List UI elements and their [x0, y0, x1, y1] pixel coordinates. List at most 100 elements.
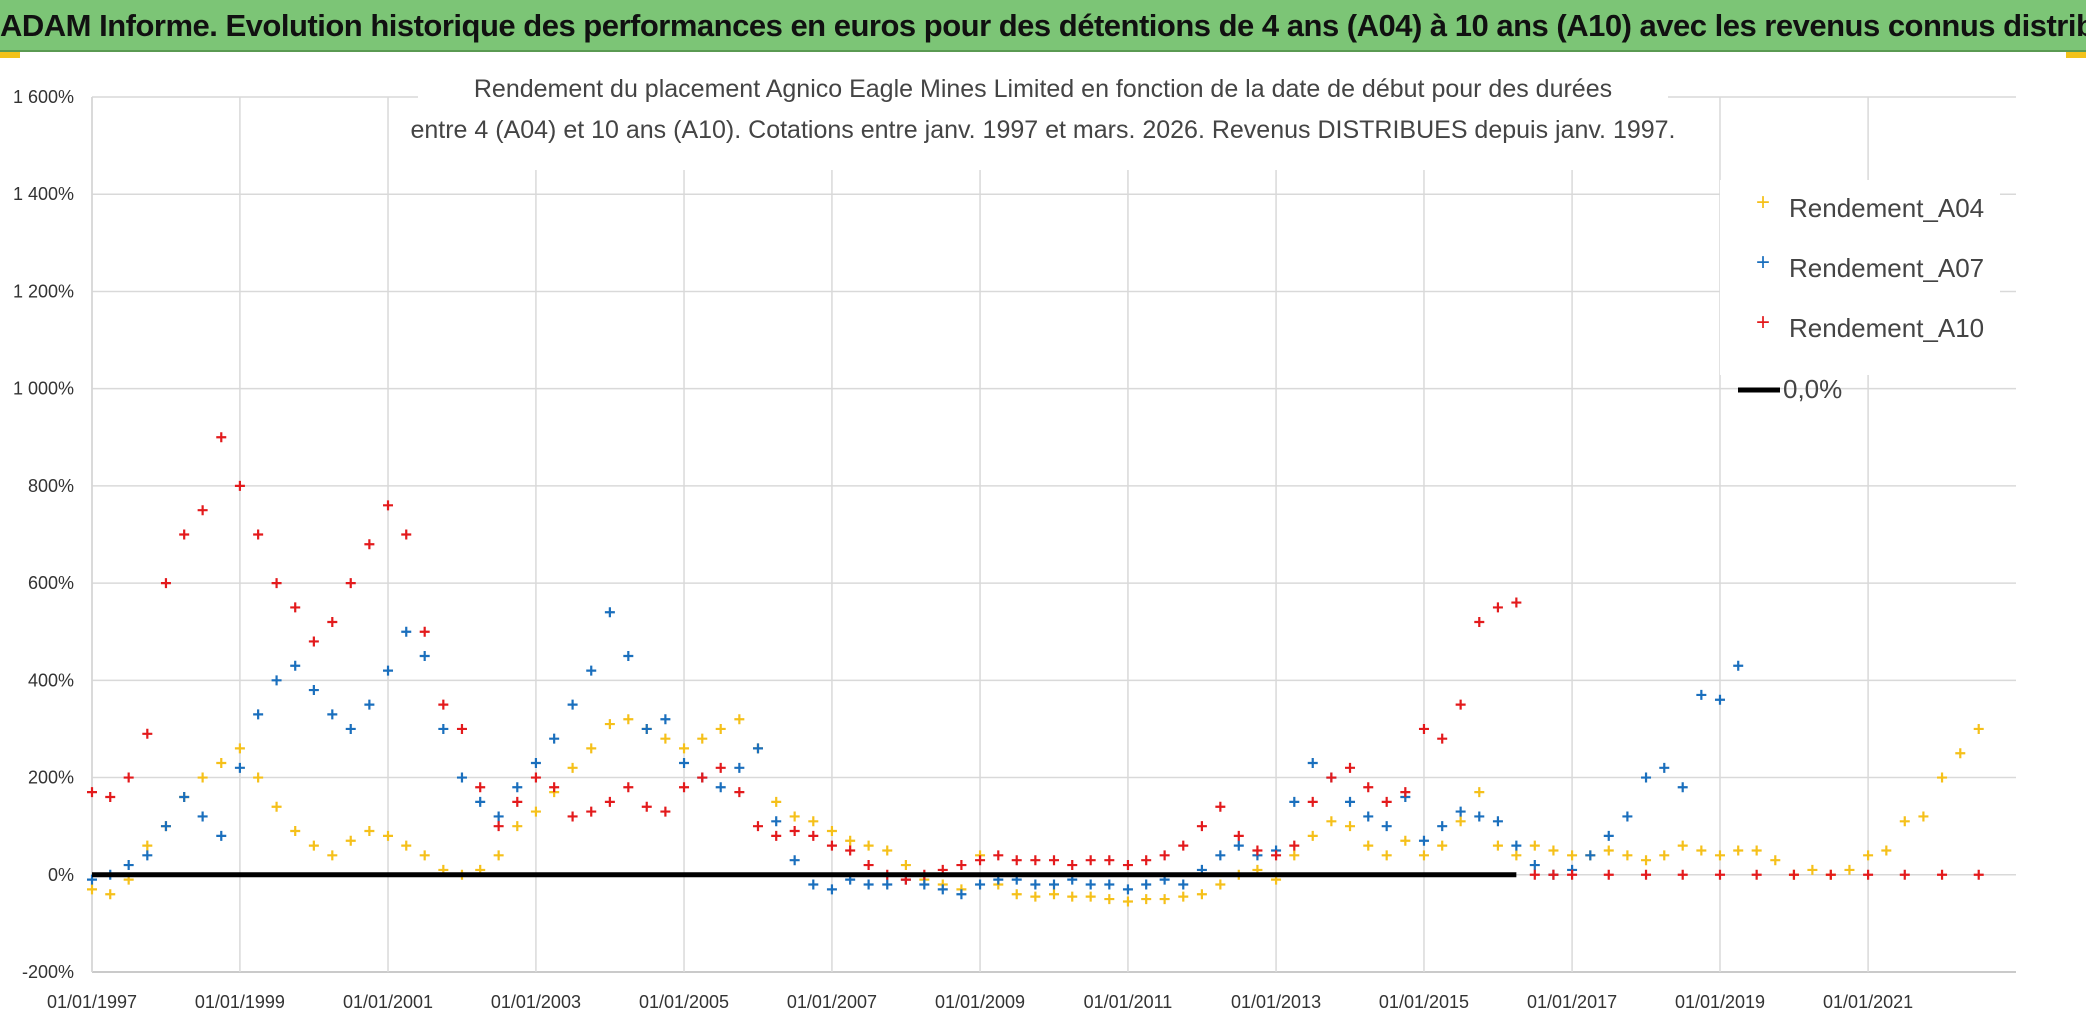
data-point — [1141, 879, 1152, 890]
data-point — [253, 709, 264, 720]
data-point — [808, 879, 819, 890]
y-tick-label: 1 400% — [13, 184, 74, 204]
data-point — [1363, 811, 1374, 822]
data-point — [1178, 879, 1189, 890]
data-point — [1326, 772, 1337, 783]
data-point — [1345, 821, 1356, 832]
x-tick-label: 01/01/2015 — [1379, 992, 1469, 1012]
data-point — [1492, 840, 1503, 851]
data-point — [1567, 869, 1578, 880]
x-tick-label: 01/01/2017 — [1527, 992, 1617, 1012]
y-axis-ticks: -200% 0% 200% 400% 600% 800% 1 000% 1 200% 1 400… — [13, 87, 74, 982]
data-point — [1918, 811, 1929, 822]
data-point — [142, 840, 153, 851]
data-point — [1511, 597, 1522, 608]
data-point — [271, 801, 282, 812]
data-point — [697, 733, 708, 744]
x-axis-ticks: 01/01/1997 01/01/1999 01/01/2001 01/01/2003… — [47, 992, 1913, 1012]
data-point — [1159, 894, 1170, 905]
data-point — [179, 792, 190, 802]
data-point — [660, 714, 671, 725]
data-point — [1381, 821, 1392, 832]
data-point — [290, 660, 301, 671]
data-point — [216, 830, 227, 841]
data-point — [1788, 869, 1799, 880]
data-point — [123, 860, 134, 871]
data-point — [1418, 850, 1429, 861]
x-tick-label: 01/01/2019 — [1675, 992, 1765, 1012]
data-point — [493, 811, 504, 822]
series-rendement-a04 — [87, 714, 1984, 907]
data-point — [1307, 830, 1318, 841]
data-point — [142, 850, 153, 861]
data-point — [1418, 723, 1429, 734]
legend-marker-a10: + — [1756, 309, 1770, 336]
data-point — [271, 578, 282, 589]
x-tick-label: 01/01/2013 — [1231, 992, 1321, 1012]
data-point — [290, 602, 301, 613]
data-point — [1233, 840, 1244, 851]
data-point — [1437, 821, 1448, 832]
data-point — [1455, 806, 1466, 817]
data-point — [1511, 840, 1522, 851]
data-point — [364, 699, 375, 710]
data-point — [1659, 850, 1670, 861]
data-point — [253, 529, 264, 540]
series-rendement-a07 — [87, 607, 1744, 900]
data-point — [771, 830, 782, 841]
data-point — [882, 845, 893, 856]
data-point — [789, 826, 800, 837]
data-point — [863, 860, 874, 871]
data-point — [919, 879, 930, 890]
data-point — [1770, 855, 1781, 866]
data-point — [1696, 845, 1707, 856]
data-point — [234, 480, 245, 491]
data-point — [1603, 830, 1614, 841]
data-point — [1529, 869, 1540, 880]
data-point — [1751, 845, 1762, 856]
data-point — [956, 889, 967, 900]
data-point — [530, 772, 541, 783]
data-point — [1289, 840, 1300, 851]
data-point — [1659, 762, 1670, 773]
x-tick-label: 01/01/1999 — [195, 992, 285, 1012]
data-point — [715, 723, 726, 734]
banner: ADAM Informe. Evolution historique des p… — [0, 0, 2086, 52]
data-point — [623, 782, 634, 793]
data-point — [1345, 796, 1356, 807]
data-point — [1733, 845, 1744, 856]
data-point — [383, 500, 394, 511]
data-point — [1641, 772, 1652, 783]
data-point — [937, 884, 948, 895]
data-point — [1159, 850, 1170, 861]
data-point — [1567, 850, 1578, 861]
x-tick-label: 01/01/1997 — [47, 992, 137, 1012]
data-point — [1492, 816, 1503, 827]
data-point — [105, 792, 116, 802]
data-point — [1714, 694, 1725, 705]
data-point — [364, 539, 375, 550]
data-point — [734, 762, 745, 773]
y-tick-label: 0% — [48, 865, 74, 885]
data-point — [345, 723, 356, 734]
data-point — [493, 821, 504, 832]
data-point — [1141, 855, 1152, 866]
data-point — [789, 811, 800, 822]
y-tick-label: 1 000% — [13, 379, 74, 399]
data-point — [142, 728, 153, 739]
data-point — [1603, 869, 1614, 880]
y-tick-label: 1 600% — [13, 87, 74, 107]
data-point — [679, 743, 690, 754]
data-point — [105, 889, 116, 900]
data-point — [419, 850, 430, 861]
data-point — [826, 826, 837, 837]
data-point — [290, 826, 301, 837]
data-point — [1104, 879, 1115, 890]
series-rendement-a10 — [87, 432, 1984, 885]
data-point — [863, 879, 874, 890]
data-point — [845, 845, 856, 856]
data-point — [1437, 733, 1448, 744]
data-point — [197, 811, 208, 822]
data-point — [308, 685, 319, 696]
data-point — [1733, 660, 1744, 671]
